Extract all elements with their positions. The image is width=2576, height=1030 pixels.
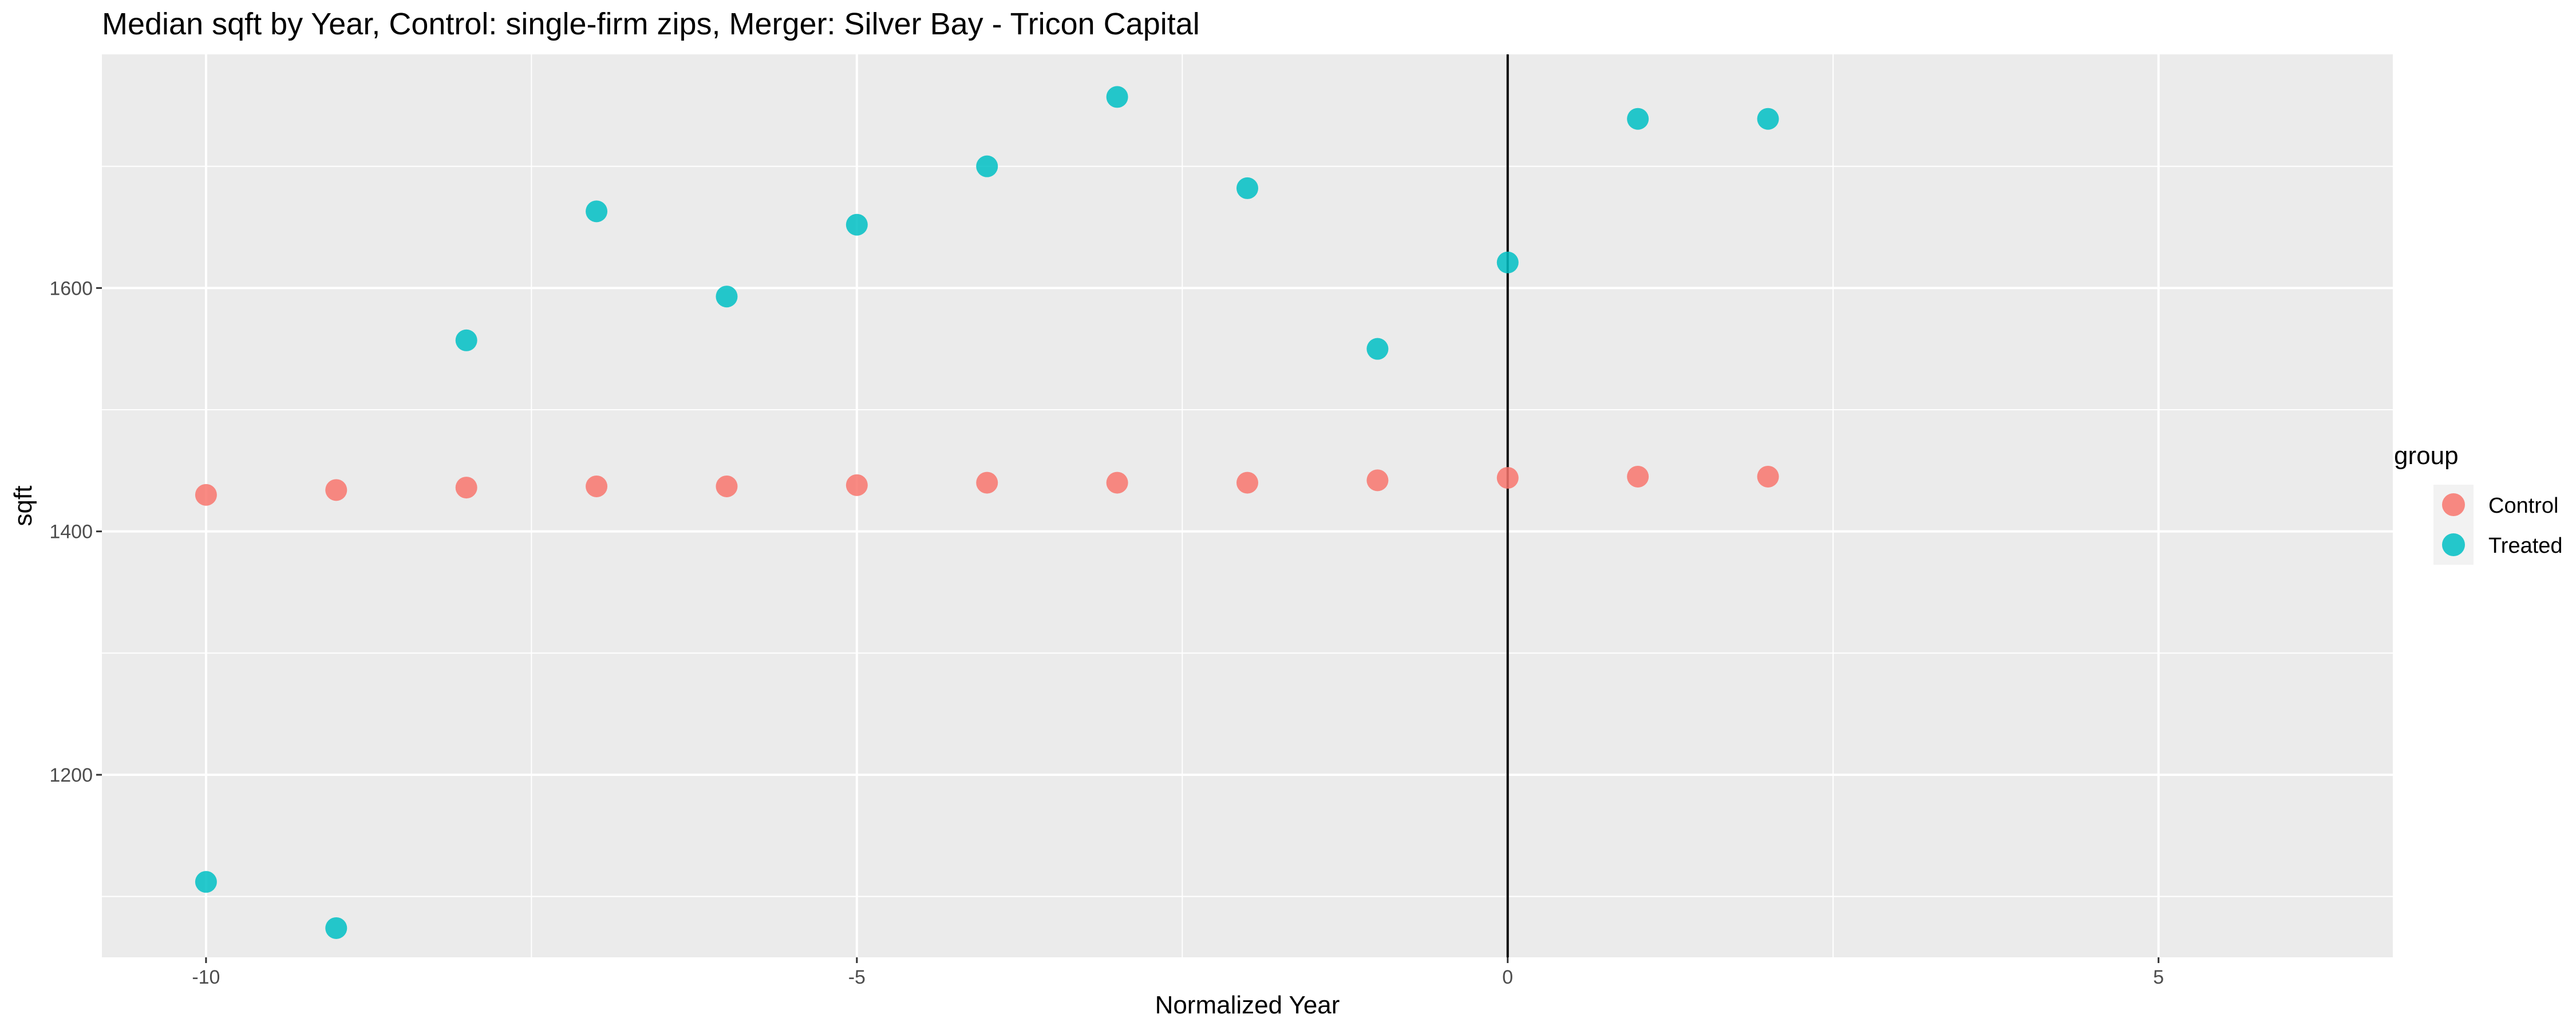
point-control: [586, 475, 608, 497]
x-tick-label: -5: [848, 966, 866, 988]
legend-key-treated: [2442, 533, 2465, 556]
legend-title: group: [2394, 442, 2459, 470]
grid-major: [102, 54, 2393, 957]
point-control: [976, 472, 998, 494]
point-control: [1106, 472, 1128, 494]
legend-label-treated: Treated: [2488, 534, 2563, 558]
point-treated: [1366, 338, 1389, 360]
point-control: [195, 484, 217, 506]
point-control: [1366, 469, 1389, 492]
point-treated: [586, 200, 608, 223]
point-treated: [195, 871, 217, 893]
point-treated: [1496, 251, 1519, 274]
x-tick-label: -10: [192, 966, 220, 988]
point-control: [1627, 465, 1649, 488]
point-treated: [1627, 108, 1649, 130]
data-points: [195, 86, 1779, 939]
y-axis-ticks: 1200 1400 1600: [49, 278, 102, 786]
point-control: [455, 477, 477, 499]
point-control: [716, 475, 738, 497]
x-tick-label: 0: [1502, 966, 1513, 988]
point-treated: [846, 213, 868, 236]
y-axis-label: sqft: [9, 486, 37, 526]
x-axis-ticks: -10 -5 0 5: [192, 957, 2164, 988]
point-control: [1496, 467, 1519, 489]
x-tick-label: 5: [2153, 966, 2164, 988]
point-control: [1757, 465, 1779, 488]
y-tick-label: 1600: [49, 278, 93, 299]
point-treated: [716, 286, 738, 308]
plot-panel: [102, 54, 2393, 957]
point-treated: [325, 917, 347, 939]
point-control: [1236, 472, 1258, 494]
point-treated: [1757, 108, 1779, 130]
point-treated: [1236, 177, 1258, 199]
point-treated: [976, 155, 998, 177]
legend-key-control: [2442, 493, 2465, 516]
x-axis-label: Normalized Year: [1155, 991, 1340, 1019]
point-treated: [1106, 86, 1128, 108]
legend-label-control: Control: [2488, 494, 2559, 518]
grid-minor: [102, 54, 2393, 957]
point-control: [325, 479, 347, 501]
point-control: [846, 474, 868, 496]
chart-title: Median sqft by Year, Control: single-fir…: [102, 7, 1200, 41]
point-treated: [455, 329, 477, 351]
y-tick-label: 1200: [49, 764, 93, 786]
y-tick-label: 1400: [49, 521, 93, 543]
